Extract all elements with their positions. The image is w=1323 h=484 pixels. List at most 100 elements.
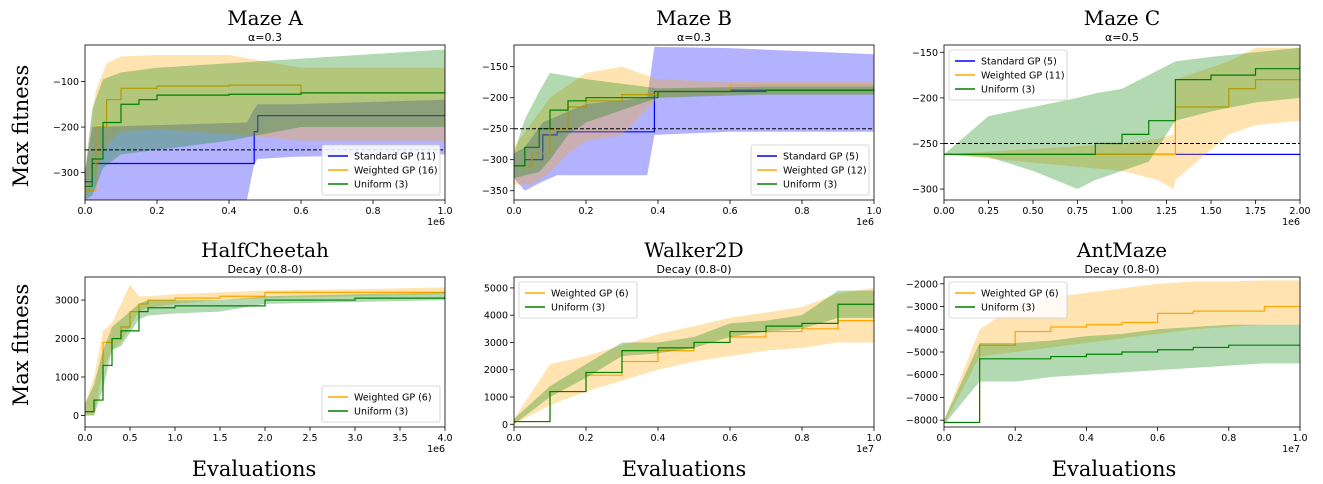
x-tick-label: 1.50 [1200,206,1221,217]
legend-label-weighted: Weighted GP (6) [551,289,629,300]
chart-subtitle: Decay (0.8-0) [227,263,302,276]
row-ylabel-bottom: Max fitness [9,284,33,407]
chart-panels: Maze Aα=0.30.0 0.2 0.4 0.6 0.8 1.01e6−300−200… [53,6,1311,455]
band-weighted [514,287,874,425]
chart-subtitle: α=0.3 [677,31,711,44]
band-uniform [944,324,1300,425]
legend-label-weighted: Weighted GP (6) [981,289,1059,300]
x-tick-label: 0.8 [365,206,380,217]
x-tick-label: 0.4 [650,206,665,217]
y-tick-label: −3000 [906,302,938,313]
x-tick-label: 0.0 [936,433,951,444]
band-uniform [514,290,874,425]
legend-box [321,144,441,196]
x-tick-label: 0.6 [293,206,308,217]
x-tick-label: 0.5 [122,433,137,444]
col-xlabel-3: Evaluations [1052,457,1177,481]
x-tick-label: 0.6 [1150,433,1165,444]
chart-subtitle: Decay (0.8-0) [656,263,731,276]
legend-box [518,281,638,319]
y-tick-label: −250 [912,139,938,150]
legend-label-uniform: Uniform (3) [981,85,1035,96]
legend-label-standard: Standard GP (5) [783,152,859,163]
x-tick-label: 0.4 [1079,433,1094,444]
x-tick-label: 0.6 [722,206,737,217]
chart-title: AntMaze [1076,238,1167,262]
band-uniform [514,72,874,179]
x-tick-label: 1.5 [212,433,227,444]
y-tick-label: −7000 [906,393,938,404]
chart-title: Maze A [227,6,303,30]
chart-subtitle: Decay (0.8-0) [1084,263,1159,276]
legend-label-uniform: Uniform (3) [354,180,408,191]
plot-area [85,49,445,200]
legend-box [948,281,1068,319]
chart-panel-3: Maze Cα=0.5 0.00 0.25 0.50 0.75 1.00 1.25 1.50 1… [912,6,1311,228]
plot-area [85,284,445,416]
series-line-weighted [944,305,1300,424]
x-offset-text: 1e6 [427,444,445,455]
legend: Weighted GP (6) Uniform (3) [518,281,638,319]
legend: Weighted GP (6) Uniform (3) [321,385,441,423]
band-standard [514,46,874,191]
band-uniform [85,49,445,200]
legend-box [948,49,1068,101]
plot-frame [84,44,446,201]
series-line-uniform [944,344,1300,424]
legend: Standard GP (11) Weighted GP (16) Uniform … [321,144,441,196]
x-tick-label: 1.25 [1156,206,1177,217]
band-weighted [85,55,445,200]
y-tick-label: 2000 [484,365,508,376]
x-tick-label: 0.75 [1067,206,1088,217]
x-offset-text: 1e7 [1282,444,1300,455]
y-tick-label: −2000 [906,279,938,290]
x-tick-label: 0.8 [1221,433,1236,444]
chart-subtitle: α=0.5 [1105,31,1139,44]
x-tick-label: 0.0 [77,206,92,217]
plot-area [514,46,874,191]
legend-box [321,385,441,423]
x-tick-label: 0.4 [650,433,665,444]
x-tick-label: 0.00 [933,206,954,217]
y-tick-label: −350 [482,186,508,197]
y-tick-label: −200 [912,93,938,104]
y-tick-label: −8000 [906,416,938,427]
x-tick-label: 0.0 [506,433,521,444]
x-offset-text: 1e6 [856,217,874,228]
col-xlabel-1: Evaluations [192,457,317,481]
y-tick-label: −150 [482,62,508,73]
legend: Standard GP (5) Weighted GP (12) Uniform (… [750,144,870,196]
series-line-uniform [85,92,445,187]
y-tick-label: −200 [53,123,79,134]
band-uniform [944,47,1300,190]
x-offset-text: 1e7 [856,444,874,455]
series-line-uniform [85,296,445,413]
legend-label-standard: Standard GP (11) [354,152,436,163]
y-tick-label: 3000 [55,296,79,307]
series-line-uniform [944,65,1300,156]
plot-frame [513,276,875,428]
x-tick-label: 2.5 [302,433,317,444]
legend-label-uniform: Uniform (3) [551,303,605,314]
x-tick-label: 0.25 [978,206,999,217]
series-line-uniform [514,303,874,423]
series-line-weighted [85,84,445,192]
y-tick-label: −200 [482,93,508,104]
y-tick-label: −300 [53,168,79,179]
y-tick-label: −100 [53,77,79,88]
legend-label-weighted: Weighted GP (12) [783,166,867,177]
plot-area [514,287,874,425]
legend-label-weighted: Weighted GP (11) [981,71,1065,82]
chart-subtitle: α=0.3 [248,31,282,44]
col-xlabel-2: Evaluations [622,457,747,481]
chart-title: Maze B [656,6,732,30]
x-tick-label: 0.4 [221,206,236,217]
x-tick-label: 0.0 [506,206,521,217]
legend-box [750,144,870,196]
x-tick-label: 0.2 [578,206,593,217]
y-tick-label: −300 [482,155,508,166]
y-tick-label: 2000 [55,334,79,345]
